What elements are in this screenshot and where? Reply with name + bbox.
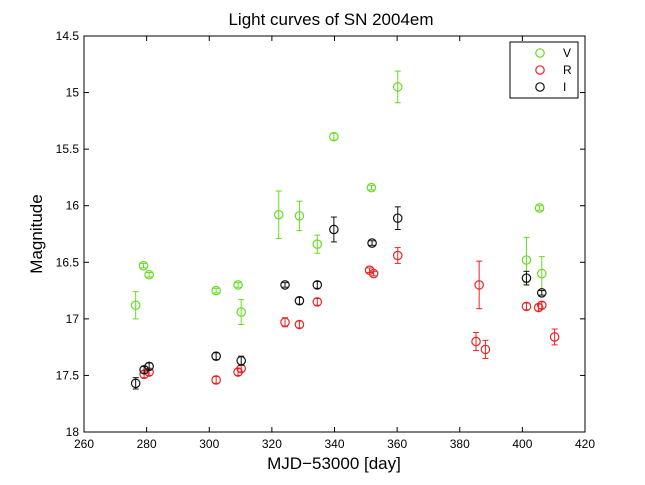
data-point-r [533,302,544,313]
error-bar-v [146,271,153,278]
error-bar-v [314,234,321,254]
data-point-v [130,300,141,311]
legend-label: R [563,63,572,77]
error-bar-v [235,282,242,288]
chart-title: Light curves of SN 2004em [228,10,433,29]
error-bar-v [536,205,543,211]
error-bar-v [296,200,303,232]
y-tick-label: 14.5 [56,29,80,43]
x-tick-label: 400 [512,437,532,451]
x-axis: 260 280 300 320 340 360 380 400 420 [74,36,595,451]
error-bar-v [275,190,282,240]
data-point-v [294,211,305,221]
data-point-v [236,307,246,317]
data-point-i [294,295,305,306]
legend: VRI [509,41,579,99]
error-bar-r [476,260,483,310]
x-tick-label: 360 [387,437,407,451]
data-point-v [312,239,323,249]
data-point-r [521,301,532,312]
legend-marker [535,82,545,92]
data-point-v [392,82,403,92]
data-series [130,70,560,390]
data-point-v [536,268,547,279]
error-bar-v [238,299,245,326]
data-point-v [211,285,221,296]
error-bar-i [330,216,337,243]
data-point-r [536,300,547,311]
error-bar-r [482,339,489,359]
data-point-r [211,375,221,385]
data-point-i [536,288,547,298]
x-tick-label: 280 [137,437,157,451]
error-bar-i [282,282,289,288]
data-point-r [471,336,481,347]
data-point-v [273,209,284,220]
error-bar-i [369,240,376,246]
error-bar-r [370,270,377,277]
y-axis-label: Magnitude [27,194,46,273]
error-bar-v [368,184,375,191]
error-bar-i [538,290,545,296]
data-point-v [366,182,377,193]
data-point-i [130,378,141,389]
legend-item-r: R [535,63,572,77]
x-tick-label: 260 [74,437,94,451]
y-tick-label: 17.5 [56,368,80,382]
data-point-i [236,355,246,366]
data-point-r [368,268,379,279]
data-point-i [367,238,377,248]
error-bar-r [394,247,401,264]
data-point-i [392,213,403,223]
y-tick-label: 18 [66,425,80,439]
legend-item-v: V [535,46,571,60]
data-point-r [294,319,305,330]
legend-label: I [563,80,566,94]
data-point-i [329,224,339,235]
data-point-v [138,260,149,271]
y-axis: 14.5 15 15.5 16 16.5 17 17.5 18 [56,29,585,439]
error-bar-i [394,206,401,230]
data-point-v [233,280,243,290]
data-point-v [534,203,545,213]
data-point-r [392,250,403,261]
error-bar-r [473,331,480,352]
x-axis-label: MJD−53000 [day] [267,454,401,473]
data-point-v [329,131,339,142]
x-tick-label: 300 [199,437,219,451]
data-point-r [480,344,491,355]
series-i [130,206,547,390]
error-bar-r [551,328,558,346]
data-point-v [521,255,532,265]
y-tick-label: 16 [66,199,80,213]
x-tick-label: 340 [324,437,344,451]
error-bar-v [140,262,147,269]
data-point-r [474,280,484,290]
y-tick-label: 15.5 [56,142,80,156]
x-tick-label: 380 [450,437,470,451]
data-point-i [312,280,323,290]
y-tick-label: 17 [66,312,80,326]
y-tick-label: 15 [66,86,80,100]
data-point-i [211,351,221,361]
plot-area: 260 280 300 320 340 360 380 400 420 14.5 15 15.5 16… [56,29,596,451]
data-point-i [521,273,532,283]
legend-item-i: I [535,80,566,94]
data-point-i [280,280,290,290]
error-bar-v [132,291,139,320]
error-bar-v [394,70,401,104]
data-point-r [312,297,323,307]
data-point-r [549,332,560,342]
data-point-i [144,361,154,372]
error-bar-v [213,287,220,294]
legend-label: V [563,46,571,60]
x-tick-label: 320 [262,437,282,451]
data-point-r [280,317,290,328]
y-tick-label: 16.5 [56,255,80,269]
legend-marker [535,65,545,75]
x-tick-label: 420 [575,437,595,451]
data-point-v [144,269,154,280]
legend-marker [535,48,545,58]
